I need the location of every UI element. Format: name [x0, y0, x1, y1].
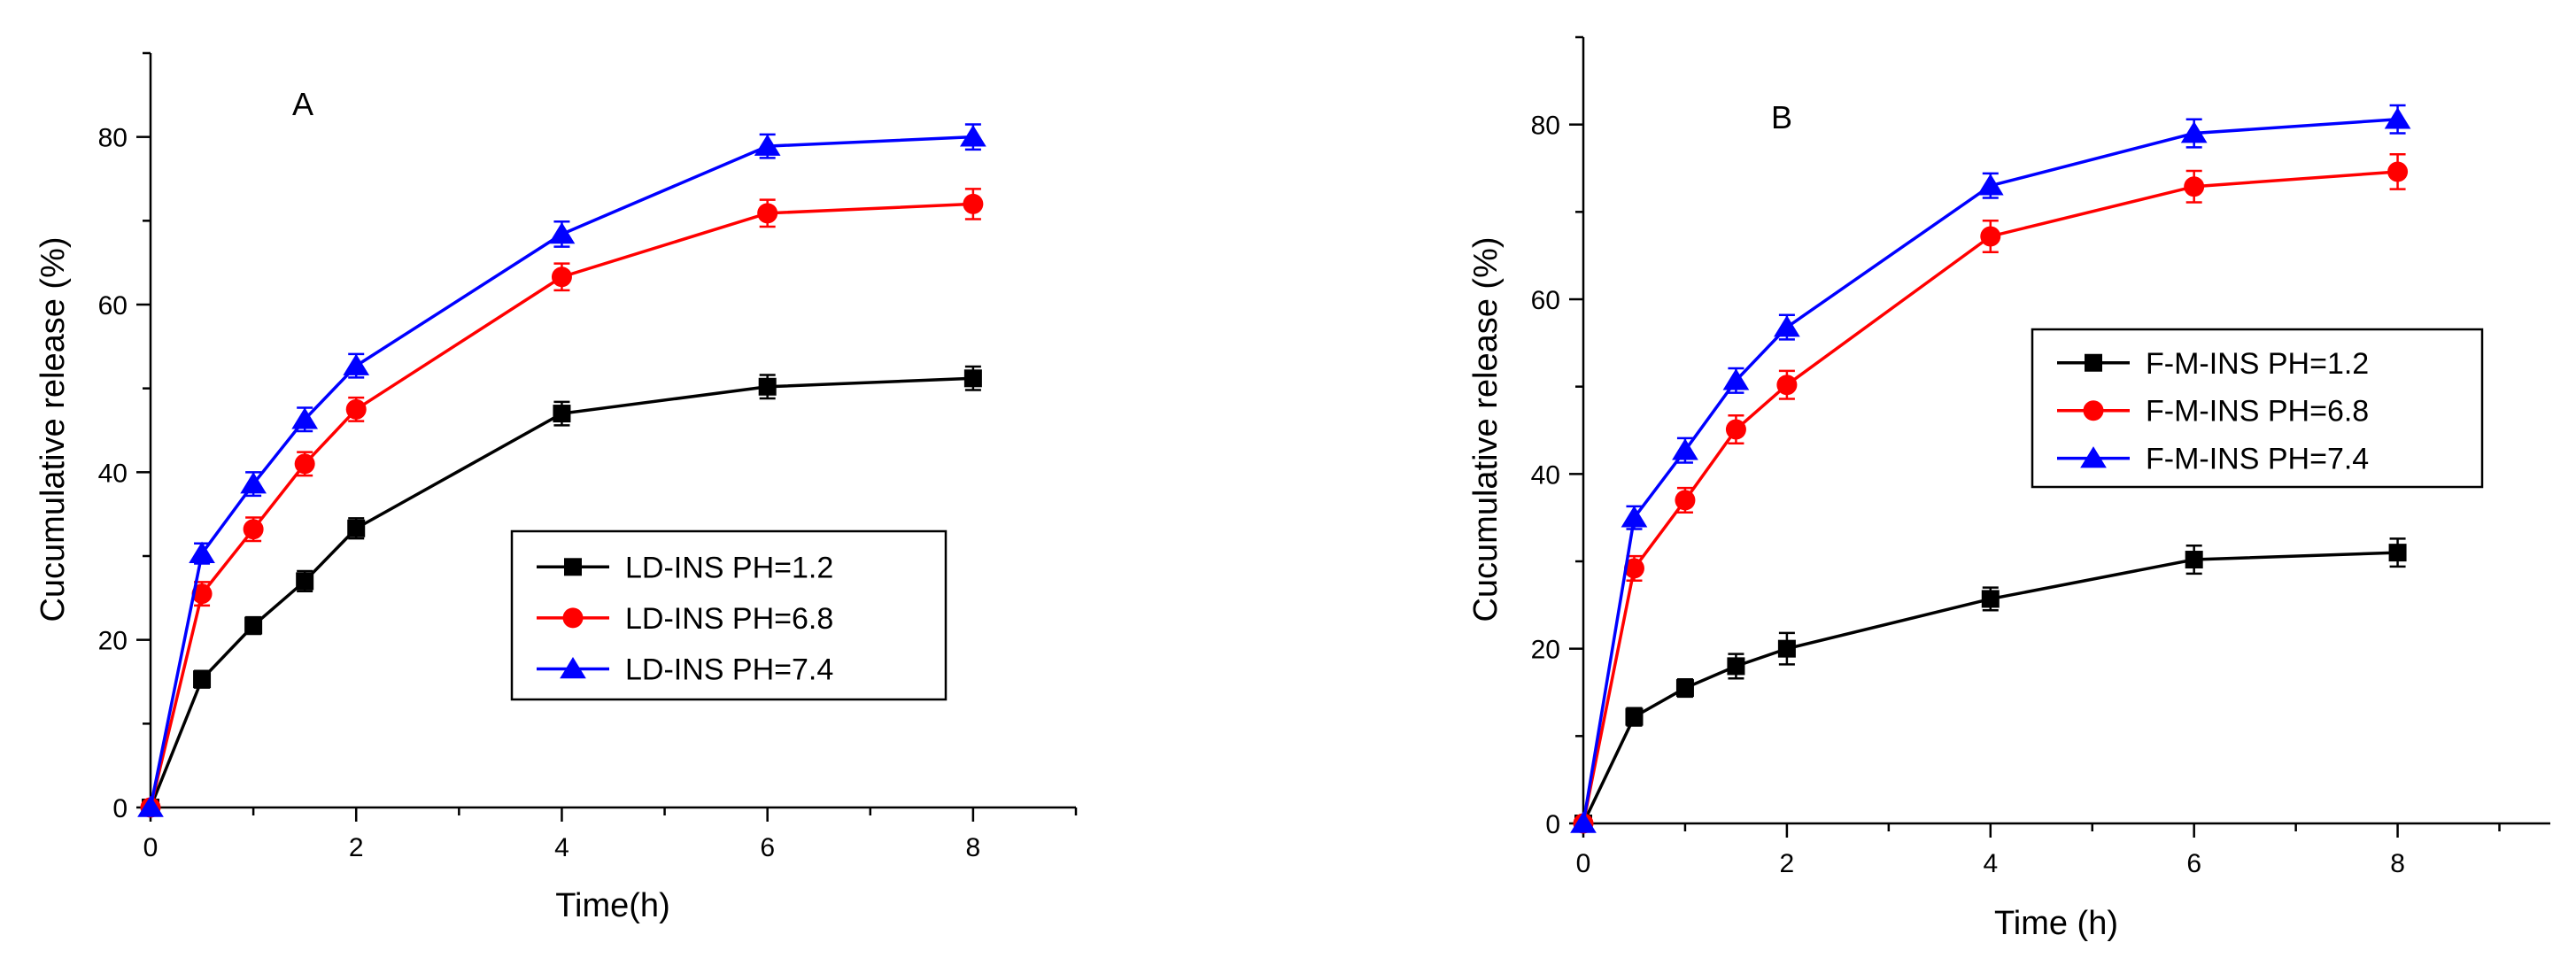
data-point: [343, 353, 370, 375]
data-point: [551, 267, 572, 288]
y-tick-label: 40: [1531, 460, 1560, 490]
data-point: [191, 583, 213, 605]
series-2: [1573, 152, 2409, 834]
legend-label: F-M-INS PH=7.4: [2146, 443, 2369, 476]
panel-label: B: [1771, 99, 1792, 135]
x-tick-label: 0: [143, 833, 159, 862]
legend-box: [2031, 328, 2484, 489]
series-line: [1582, 170, 2398, 824]
data-point: [1672, 438, 1698, 460]
y-tick-label: 20: [1531, 636, 1560, 665]
legend-marker: [562, 607, 584, 629]
x-tick-label: 4: [554, 833, 569, 862]
legend-marker: [2080, 446, 2107, 468]
series-line: [149, 376, 973, 808]
x-tick-label: 2: [349, 833, 364, 862]
data-point: [137, 795, 164, 817]
y-tick-label: 0: [112, 794, 128, 823]
data-point: [553, 405, 571, 423]
x-tick-label: 0: [1576, 849, 1591, 878]
data-point: [757, 203, 778, 224]
data-point: [1625, 707, 1644, 726]
series-3: [1570, 104, 2411, 833]
y-tick-label: 60: [98, 291, 128, 321]
data-point: [189, 541, 215, 563]
panel-label: A: [292, 86, 313, 122]
x-tick-label: 8: [2390, 849, 2405, 878]
data-point: [294, 453, 315, 475]
y-axis-title: Cucumulative release (%): [1467, 236, 1505, 622]
legend-marker: [560, 656, 586, 679]
legend: F-M-INS PH=1.2 F-M-INS PH=6.8 F-M-INS PH=7…: [2031, 328, 2484, 489]
x-axis-title: Time(h): [555, 887, 669, 924]
y-tick-label: 40: [98, 459, 128, 488]
x-tick-label: 8: [966, 833, 981, 862]
y-tick-label: 60: [1531, 286, 1560, 315]
data-point: [2387, 161, 2409, 182]
data-point: [963, 193, 984, 214]
data-point: [1774, 315, 1800, 337]
data-point: [1722, 368, 1750, 390]
data-point: [1777, 639, 1796, 658]
data-point: [754, 134, 781, 156]
y-axis-title: Cucumulative release (%): [35, 236, 72, 622]
data-point: [345, 398, 367, 420]
data-point: [1675, 490, 1696, 511]
x-tick-label: 6: [760, 833, 775, 862]
data-point: [1675, 679, 1694, 698]
legend-label: LD-INS PH=7.4: [625, 653, 833, 686]
data-point: [1725, 419, 1746, 440]
series-1: [1574, 537, 2407, 832]
data-point: [1727, 657, 1745, 676]
data-point: [960, 125, 986, 147]
series-2: [140, 188, 984, 818]
legend-label: F-M-INS PH=6.8: [2146, 395, 2369, 429]
x-tick-label: 6: [2186, 849, 2201, 878]
data-point: [2384, 107, 2411, 129]
data-point: [1976, 174, 2004, 196]
data-point: [296, 572, 314, 591]
legend-label: F-M-INS PH=1.2: [2146, 347, 2369, 381]
series-line: [149, 135, 973, 808]
x-tick-label: 4: [1983, 849, 1998, 878]
y-tick-label: 20: [98, 627, 128, 656]
legend: LD-INS PH=1.2 LD-INS PH=6.8 LD-INS PH=7.4: [510, 529, 948, 701]
data-point: [2388, 544, 2407, 562]
y-tick-label: 80: [1531, 112, 1560, 141]
data-point: [2185, 551, 2203, 569]
legend-box: [510, 529, 948, 701]
data-point: [2184, 176, 2205, 197]
data-point: [1981, 590, 2000, 608]
series-line: [1582, 118, 2398, 824]
data-point: [1623, 558, 1644, 579]
x-axis-title: Time (h): [1994, 905, 2118, 942]
data-point: [244, 616, 263, 635]
series-line: [149, 202, 973, 808]
data-point: [240, 472, 267, 494]
data-point: [1621, 506, 1648, 528]
data-point: [243, 519, 264, 540]
data-point: [193, 670, 212, 689]
data-point: [758, 377, 777, 396]
legend-label: LD-INS PH=6.8: [625, 602, 833, 636]
data-point: [963, 369, 982, 388]
y-tick-label: 0: [1545, 810, 1560, 839]
legend-label: LD-INS PH=1.2: [625, 551, 833, 584]
data-point: [291, 407, 319, 429]
x-tick-label: 2: [1780, 849, 1795, 878]
legend-marker: [2083, 400, 2104, 421]
series-3: [137, 123, 986, 817]
legend-marker: [564, 558, 582, 576]
data-point: [1570, 811, 1597, 833]
legend-marker: [2085, 353, 2102, 372]
data-point: [2180, 121, 2208, 143]
y-tick-label: 80: [98, 124, 128, 153]
data-point: [1980, 226, 2001, 247]
data-point: [548, 221, 576, 244]
data-point: [347, 519, 366, 537]
data-point: [1776, 375, 1798, 396]
